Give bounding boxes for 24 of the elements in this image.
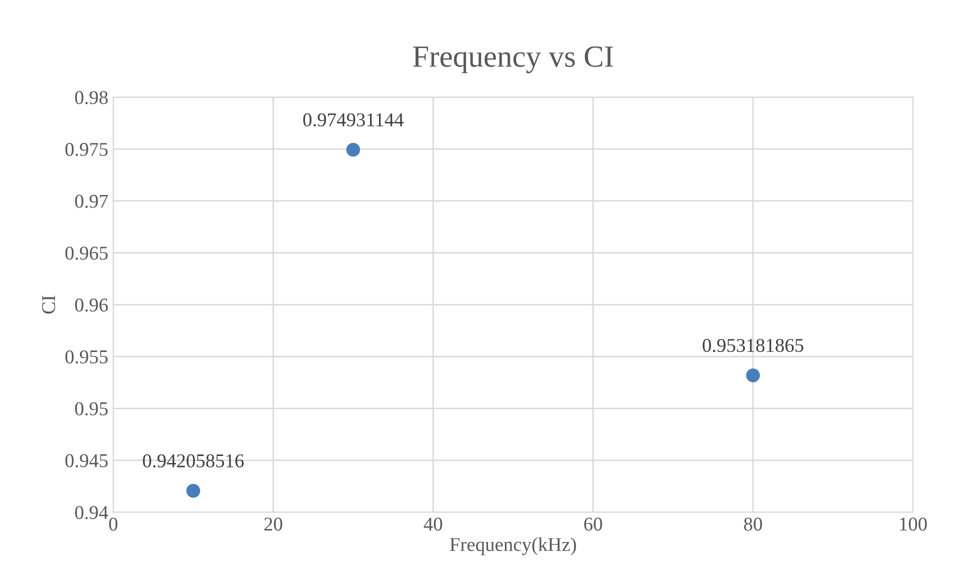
x-tick-label: 40 — [424, 518, 442, 531]
y-axis-title: CI — [42, 296, 56, 314]
point — [186, 484, 200, 498]
y-tick-label: 0.96 — [75, 298, 108, 312]
data-label: 0.974931144 — [303, 113, 404, 126]
y-tick-label: 0.975 — [65, 142, 108, 156]
data-label: 0.942058516 — [142, 454, 244, 468]
y-tick-label: 0.95 — [75, 402, 108, 416]
x-tick-label: 100 — [900, 518, 927, 531]
x-axis-title: Frequency(kHz) — [450, 537, 576, 556]
y-tick-label: 0.97 — [75, 194, 108, 208]
y-tick-label: 0.945 — [65, 454, 108, 468]
y-tick-label: 0.965 — [65, 246, 108, 260]
y-tick-label: 0.98 — [75, 91, 108, 104]
x-tick-label: 80 — [744, 518, 762, 531]
point — [746, 368, 760, 382]
chart-title: Frequency vs CI — [413, 46, 614, 74]
x-tick-label: 60 — [584, 518, 602, 531]
point — [346, 142, 360, 157]
y-tick-label: 0.955 — [65, 350, 108, 364]
y-tick-label: 0.94 — [75, 506, 108, 520]
data-label: 0.953181865 — [702, 338, 804, 352]
x-tick-label: 20 — [264, 518, 282, 531]
x-tick-label: 0 — [109, 518, 118, 531]
